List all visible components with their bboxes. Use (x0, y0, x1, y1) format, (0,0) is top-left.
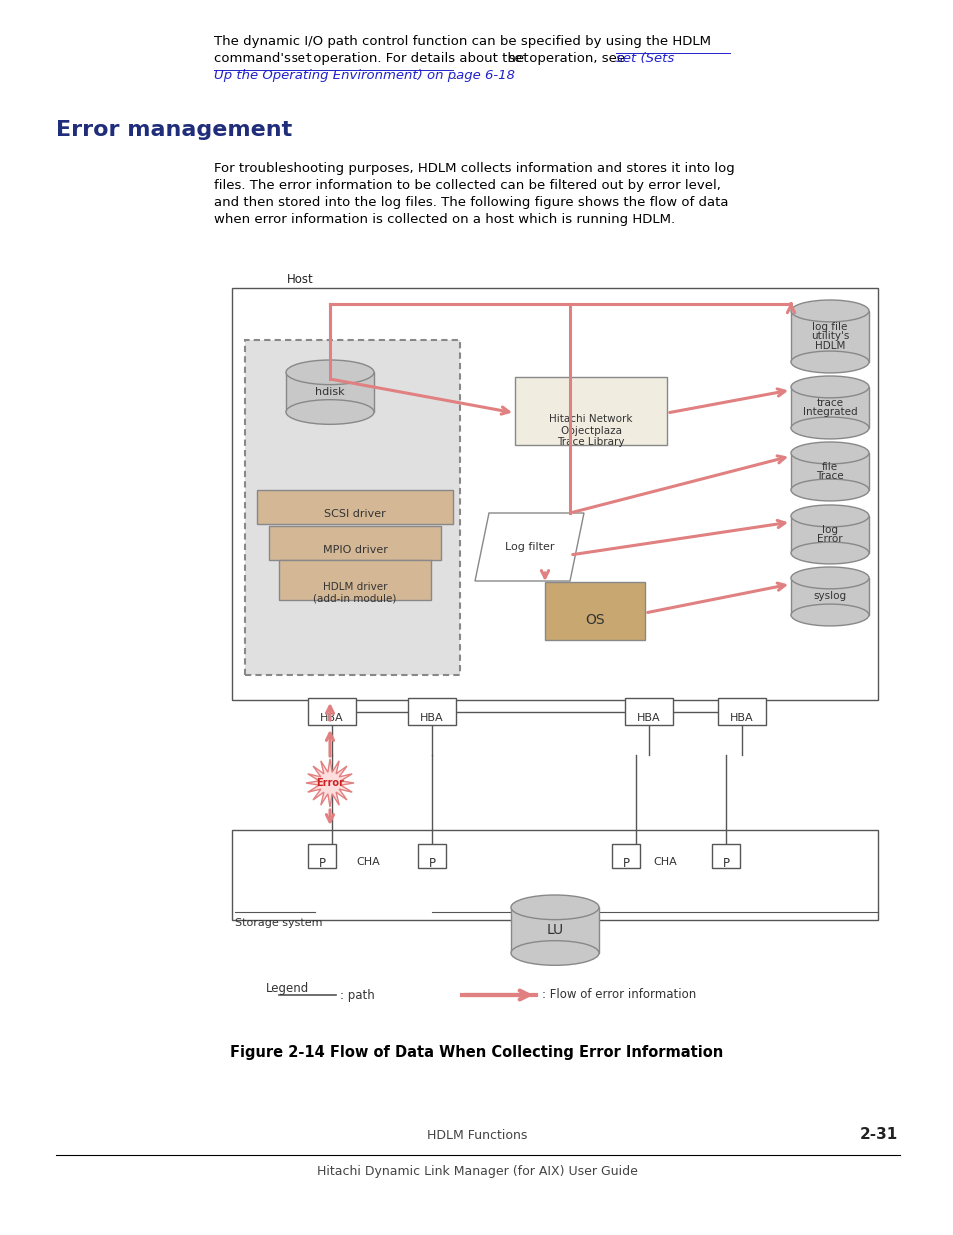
Text: HDLM Functions: HDLM Functions (426, 1129, 527, 1142)
Text: Hitachi Network
Objectplaza
Trace Library: Hitachi Network Objectplaza Trace Librar… (549, 414, 632, 447)
Text: Trace: Trace (816, 472, 842, 482)
Text: Figure 2-14 Flow of Data When Collecting Error Information: Figure 2-14 Flow of Data When Collecting… (230, 1045, 723, 1060)
Text: utility's: utility's (810, 331, 848, 341)
Text: : Flow of error information: : Flow of error information (541, 988, 696, 1002)
Text: CHA: CHA (653, 857, 677, 867)
Text: Up the Operating Environment) on page 6-18: Up the Operating Environment) on page 6-… (213, 69, 515, 82)
Text: set (Sets: set (Sets (616, 52, 674, 65)
Text: Log filter: Log filter (504, 542, 554, 552)
Text: OS: OS (584, 613, 604, 627)
Bar (269, 526, 440, 559)
Ellipse shape (790, 479, 868, 501)
Text: Hitachi Dynamic Link Manager (for AIX) User Guide: Hitachi Dynamic Link Manager (for AIX) U… (316, 1165, 637, 1178)
Ellipse shape (286, 400, 374, 425)
Text: P: P (622, 857, 629, 869)
Bar (232, 288, 877, 700)
Text: .: . (453, 69, 456, 82)
Text: Error management: Error management (56, 120, 292, 140)
Text: HBA: HBA (729, 713, 753, 722)
Text: HBA: HBA (637, 713, 660, 722)
Text: syslog: syslog (813, 592, 845, 601)
Ellipse shape (790, 351, 868, 373)
Text: operation, see: operation, see (524, 52, 629, 65)
Bar (245, 340, 459, 676)
Text: For troubleshooting purposes, HDLM collects information and stores it into log: For troubleshooting purposes, HDLM colle… (213, 162, 734, 175)
Ellipse shape (790, 604, 868, 626)
Text: hdisk: hdisk (314, 387, 344, 398)
Text: and then stored into the log files. The following figure shows the flow of data: and then stored into the log files. The … (213, 196, 728, 209)
Text: Legend: Legend (266, 982, 309, 995)
Text: MPIO driver: MPIO driver (322, 545, 387, 555)
Ellipse shape (790, 442, 868, 464)
Text: SCSI driver: SCSI driver (324, 509, 385, 519)
Bar (612, 844, 639, 868)
Bar (308, 844, 335, 868)
Bar (790, 453, 868, 490)
Text: : path: : path (339, 988, 375, 1002)
Text: files. The error information to be collected can be filtered out by error level,: files. The error information to be colle… (213, 179, 720, 191)
Text: Storage system: Storage system (234, 918, 322, 927)
Bar (232, 830, 877, 920)
Bar (511, 908, 598, 953)
Text: Integrated: Integrated (801, 408, 857, 417)
Ellipse shape (286, 359, 374, 384)
Polygon shape (306, 760, 354, 806)
Ellipse shape (790, 300, 868, 322)
Text: HBA: HBA (320, 713, 343, 722)
Text: trace: trace (816, 398, 842, 408)
Bar (308, 698, 355, 725)
Ellipse shape (790, 505, 868, 527)
Bar (515, 377, 666, 445)
Text: HBA: HBA (419, 713, 443, 722)
Text: HDLM: HDLM (814, 341, 844, 351)
Bar (256, 490, 453, 524)
Bar (286, 372, 374, 412)
Bar (790, 516, 868, 553)
Text: log file: log file (811, 322, 847, 332)
Bar (624, 698, 672, 725)
Bar (790, 311, 868, 362)
Bar (544, 582, 644, 640)
Text: command's: command's (213, 52, 294, 65)
Text: operation. For details about the: operation. For details about the (309, 52, 528, 65)
Text: set: set (507, 52, 530, 65)
Bar (278, 559, 431, 600)
Text: Error: Error (315, 778, 344, 788)
Bar (790, 578, 868, 615)
Ellipse shape (790, 375, 868, 398)
Text: Host: Host (287, 273, 314, 287)
Ellipse shape (790, 542, 868, 564)
Text: LU: LU (546, 923, 563, 937)
Text: P: P (428, 857, 435, 869)
Polygon shape (475, 513, 583, 580)
Ellipse shape (790, 567, 868, 589)
Bar (711, 844, 740, 868)
Text: P: P (318, 857, 325, 869)
Text: CHA: CHA (355, 857, 379, 867)
Text: HDLM driver
(add-in module): HDLM driver (add-in module) (313, 582, 396, 604)
Text: 2-31: 2-31 (859, 1128, 897, 1142)
Text: file: file (821, 462, 837, 472)
Ellipse shape (511, 941, 598, 966)
Ellipse shape (790, 417, 868, 438)
Bar (790, 387, 868, 429)
Text: set: set (291, 52, 314, 65)
Text: P: P (721, 857, 729, 869)
Bar (417, 844, 446, 868)
Text: Error: Error (817, 535, 841, 545)
Bar (718, 698, 765, 725)
Bar (408, 698, 456, 725)
Ellipse shape (511, 895, 598, 920)
Text: log: log (821, 525, 837, 535)
Text: The dynamic I/O path control function can be specified by using the HDLM: The dynamic I/O path control function ca… (213, 35, 710, 48)
Text: when error information is collected on a host which is running HDLM.: when error information is collected on a… (213, 212, 675, 226)
